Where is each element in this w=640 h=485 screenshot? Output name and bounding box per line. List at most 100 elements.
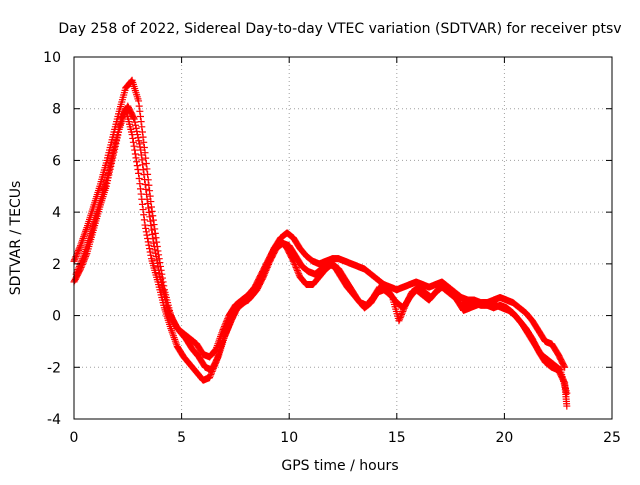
data-point: [137, 118, 145, 126]
data-point: [76, 261, 84, 269]
data-point: [150, 239, 158, 247]
data-point: [151, 229, 159, 237]
data-point: [152, 234, 160, 242]
data-point: [75, 246, 83, 254]
data-point: [144, 200, 152, 208]
data-point: [142, 228, 150, 236]
data-point: [71, 256, 79, 264]
data-point: [77, 259, 85, 267]
data-point: [140, 171, 148, 179]
data-point: [259, 273, 267, 281]
data-point: [137, 151, 145, 159]
data-point: [147, 251, 155, 259]
data-point: [291, 260, 299, 268]
data-point: [131, 146, 139, 154]
data-point: [132, 124, 140, 132]
y-tick-label: 10: [43, 50, 61, 66]
plot-frame: [73, 56, 613, 420]
data-point: [261, 270, 269, 278]
data-point: [142, 160, 150, 168]
data-point: [143, 231, 151, 239]
data-point: [75, 264, 83, 272]
data-point: [146, 187, 154, 195]
series-trace-b: [70, 76, 569, 371]
data-point: [71, 254, 79, 262]
x-tick-label: 25: [603, 430, 621, 446]
y-axis-label: SDTVAR / TECUs: [8, 181, 24, 296]
series-trace-c: [72, 102, 571, 397]
data-point: [141, 149, 149, 157]
data-point: [149, 212, 157, 220]
x-tick-label: 20: [495, 430, 513, 446]
data-point: [293, 265, 301, 273]
data-point: [132, 121, 140, 129]
data-point: [144, 238, 152, 246]
data-point: [74, 248, 82, 256]
data-point: [153, 259, 161, 267]
data-point: [143, 165, 151, 173]
data-point: [141, 180, 149, 188]
data-point: [143, 190, 151, 198]
data-point: [145, 208, 153, 216]
data-point: [152, 249, 160, 257]
data-point: [141, 221, 149, 229]
data-point: [263, 265, 271, 273]
data-point: [137, 146, 145, 154]
data-point: [563, 402, 571, 410]
data-point: [148, 207, 156, 215]
data-point: [138, 123, 146, 131]
data-point: [146, 213, 154, 221]
data-point: [292, 263, 300, 271]
data-point: [167, 312, 175, 320]
data-point: [135, 97, 143, 105]
data-point: [144, 204, 152, 212]
data-point: [560, 362, 568, 370]
data-point: [398, 309, 406, 317]
data-point: [155, 269, 163, 277]
data-point: [146, 248, 154, 256]
data-point: [154, 263, 162, 271]
y-tick-label: -4: [47, 412, 61, 428]
x-tick-label: 0: [70, 430, 79, 446]
data-point: [78, 256, 86, 264]
data-point: [223, 328, 231, 336]
data-point: [146, 192, 154, 200]
data-point: [168, 314, 176, 322]
data-point: [150, 221, 158, 229]
data-point: [155, 266, 163, 274]
data-point: [206, 374, 214, 382]
y-tick-label: 4: [52, 205, 61, 221]
data-point: [164, 306, 172, 314]
data-point: [396, 315, 404, 323]
data-point: [561, 363, 569, 371]
data-point: [149, 235, 157, 243]
data-point: [131, 118, 139, 126]
data-point: [225, 323, 233, 331]
data-point: [148, 226, 156, 234]
y-tick-label: -2: [47, 360, 61, 376]
data-point: [147, 203, 155, 211]
data-point: [139, 206, 147, 214]
data-point: [166, 311, 174, 319]
data-point: [133, 131, 141, 139]
data-point: [150, 243, 158, 251]
data-point: [166, 309, 174, 317]
data-point: [146, 245, 154, 253]
data-point: [136, 107, 144, 115]
x-axis-label: GPS time / hours: [281, 458, 398, 474]
data-point: [398, 311, 406, 319]
data-point: [132, 154, 140, 162]
data-point: [264, 262, 272, 270]
data-point: [149, 216, 157, 224]
data-point: [224, 325, 232, 332]
data-point: [151, 225, 159, 233]
data-point: [140, 211, 148, 219]
data-point: [133, 162, 141, 170]
data-point: [226, 320, 234, 328]
data-point: [163, 303, 171, 311]
data-point: [295, 270, 303, 278]
data-point: [399, 307, 407, 315]
data-point: [135, 137, 143, 145]
data-point: [142, 224, 150, 232]
